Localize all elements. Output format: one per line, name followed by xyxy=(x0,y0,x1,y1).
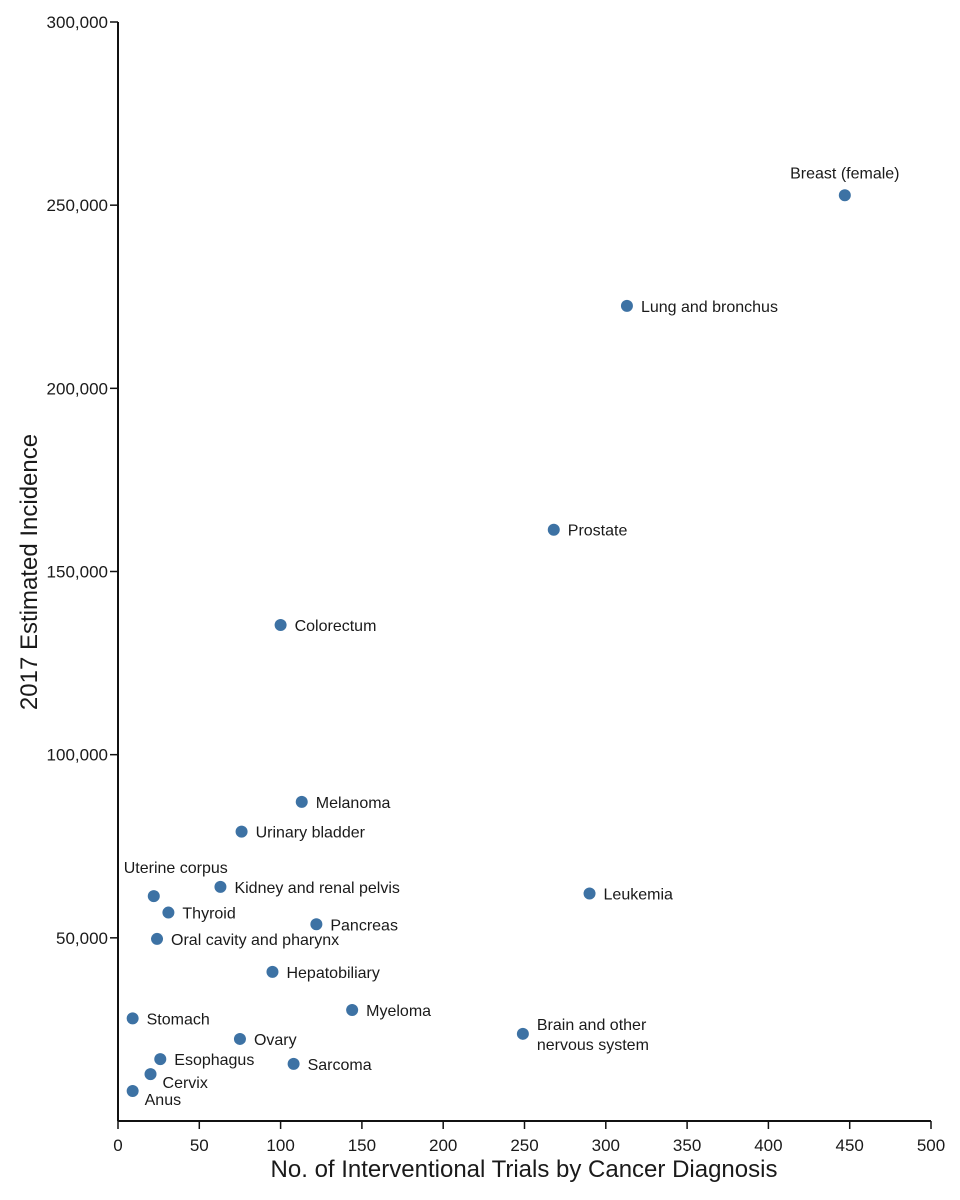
data-point xyxy=(295,795,308,808)
data-point xyxy=(266,965,279,978)
x-tick-label: 300 xyxy=(592,1136,620,1155)
point-label: Esophagus xyxy=(174,1052,254,1069)
data-point xyxy=(144,1068,157,1081)
x-axis-title: No. of Interventional Trials by Cancer D… xyxy=(271,1156,778,1183)
data-point xyxy=(274,618,287,631)
data-point xyxy=(583,887,596,900)
x-tick-label: 150 xyxy=(348,1136,376,1155)
x-tick-label: 400 xyxy=(754,1136,782,1155)
x-tick-label: 200 xyxy=(429,1136,457,1155)
data-point xyxy=(126,1084,139,1097)
point-label: Sarcoma xyxy=(308,1057,372,1074)
data-point xyxy=(151,932,164,945)
point-label: Ovary xyxy=(254,1032,297,1049)
data-point xyxy=(547,523,560,536)
point-label: Cervix xyxy=(163,1075,208,1092)
data-point xyxy=(162,906,175,919)
x-tick-label: 250 xyxy=(510,1136,538,1155)
point-label: Urinary bladder xyxy=(256,825,366,842)
point-label: Myeloma xyxy=(366,1003,431,1020)
data-point xyxy=(126,1012,139,1025)
point-label: Oral cavity and pharynx xyxy=(171,932,339,949)
data-points xyxy=(126,189,851,1097)
axes: 0 50 100 150 200 250 300 350 400 450 500 50,000 100,… xyxy=(47,13,946,1155)
y-axis-title: 2017 Estimated Incidence xyxy=(16,434,43,710)
data-point xyxy=(154,1053,167,1066)
data-point xyxy=(214,880,227,893)
data-point xyxy=(233,1032,246,1045)
y-tick-label: 150,000 xyxy=(47,563,108,582)
y-tick-label: 300,000 xyxy=(47,13,108,32)
point-label: Anus xyxy=(145,1092,181,1109)
data-point xyxy=(346,1004,359,1017)
point-label: Hepatobiliary xyxy=(286,965,379,982)
point-label: Pancreas xyxy=(330,917,398,934)
data-point xyxy=(147,890,160,903)
point-label: Stomach xyxy=(147,1011,210,1028)
point-label: Brain and other nervous system xyxy=(537,1017,649,1054)
point-label: Breast (female) xyxy=(790,165,899,182)
data-point xyxy=(287,1057,300,1070)
point-label: Uterine corpus xyxy=(124,860,228,877)
point-labels: Breast (female) Lung and bronchus Prostate… xyxy=(124,165,900,1109)
x-tick-label: 450 xyxy=(836,1136,864,1155)
point-label: Colorectum xyxy=(295,618,377,635)
y-tick-label: 50,000 xyxy=(56,929,108,948)
y-tick-label: 200,000 xyxy=(47,379,108,398)
y-tick-label: 100,000 xyxy=(47,746,108,765)
y-tick-label: 250,000 xyxy=(47,196,108,215)
x-tick-label: 350 xyxy=(673,1136,701,1155)
data-point xyxy=(516,1027,529,1040)
data-point xyxy=(310,918,323,931)
point-label: Prostate xyxy=(568,523,628,540)
x-tick-label: 0 xyxy=(113,1136,122,1155)
point-label: Thyroid xyxy=(182,906,235,923)
point-label: Melanoma xyxy=(316,795,391,812)
x-tick-label: 50 xyxy=(190,1136,209,1155)
data-point xyxy=(838,189,851,202)
data-point xyxy=(620,299,633,312)
x-tick-label: 500 xyxy=(917,1136,945,1155)
data-point xyxy=(235,825,248,838)
point-label: Leukemia xyxy=(604,887,673,904)
point-label: Lung and bronchus xyxy=(641,299,778,316)
point-label: Kidney and renal pelvis xyxy=(234,880,399,897)
x-tick-label: 100 xyxy=(266,1136,294,1155)
